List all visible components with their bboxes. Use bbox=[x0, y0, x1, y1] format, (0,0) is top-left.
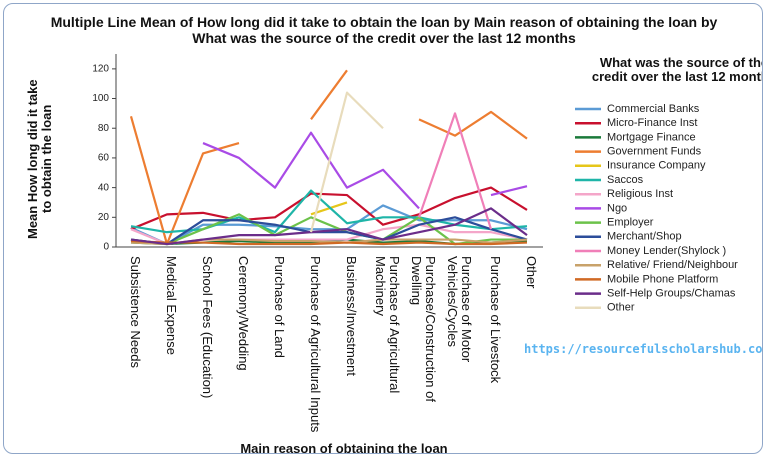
legend-label: Money Lender(Shylock ) bbox=[607, 245, 726, 257]
x-tick-label: Subsistence Needs bbox=[128, 256, 143, 369]
x-tick-label: Business/Investment bbox=[344, 256, 359, 376]
series-line bbox=[129, 69, 528, 246]
x-tick-label: Purchase of Agricultural Inputs bbox=[308, 256, 323, 433]
x-tick-label: Purchase of Livestock bbox=[488, 256, 503, 384]
chart-frame: 0 20 40 60 80 100 120 Commercial Banks Micro-Fin… bbox=[3, 3, 763, 454]
x-tick-label: Ceremony/Wedding bbox=[236, 256, 251, 371]
legend-label: Mortgage Finance bbox=[607, 131, 696, 143]
legend-label: Mobile Phone Platform bbox=[607, 273, 718, 285]
x-tick-label: Purchase of Land bbox=[272, 256, 287, 358]
watermark: https://resourcefulscholarshub.com bbox=[524, 342, 763, 356]
legend-label: Merchant/Shop bbox=[607, 231, 682, 243]
legend-label: Ngo bbox=[607, 202, 627, 214]
y-tick-label: 20 bbox=[98, 212, 110, 223]
x-tick-label: Purchase/Construction of Dwelling bbox=[409, 256, 438, 402]
y-tick-label: 100 bbox=[92, 93, 109, 104]
x-tick-label: Other bbox=[524, 256, 539, 289]
series-line bbox=[130, 186, 528, 231]
legend-label: Self-Help Groups/Chamas bbox=[607, 288, 736, 300]
y-axis-label: Mean How long did it take to obtain the … bbox=[25, 79, 54, 239]
legend-label: Other bbox=[607, 302, 635, 314]
legend-title: What was the source of the credit over t… bbox=[591, 55, 763, 84]
legend-label: Employer bbox=[607, 217, 654, 229]
chart: 0 20 40 60 80 100 120 Commercial Banks Micro-Fin… bbox=[92, 54, 738, 314]
y-tick-label: 0 bbox=[103, 242, 109, 253]
legend-label: Saccos bbox=[607, 174, 644, 186]
series-line bbox=[202, 131, 528, 210]
x-tick-label: Purchase of Motor Vehicles/Cycles bbox=[445, 256, 474, 363]
y-tick-label: 80 bbox=[98, 123, 110, 134]
chart-title: Multiple Line Mean of How long did it ta… bbox=[50, 14, 718, 46]
x-tick-label: School Fees (Education) bbox=[200, 256, 215, 399]
y-tick-label: 40 bbox=[98, 182, 110, 193]
series-line bbox=[130, 207, 528, 246]
series-line bbox=[417, 112, 493, 230]
legend-label: Relative/ Friend/Neighbour bbox=[607, 259, 738, 271]
x-tick-label: Medical Expense bbox=[164, 256, 179, 355]
y-tick-label: 60 bbox=[98, 153, 110, 164]
x-axis-label: Main reason of obtaining the loan bbox=[240, 441, 448, 454]
legend-label: Religious Inst bbox=[607, 188, 673, 200]
series-line bbox=[130, 216, 528, 246]
legend-label: Government Funds bbox=[607, 146, 702, 158]
legend-label: Insurance Company bbox=[607, 160, 706, 172]
series-line bbox=[130, 239, 528, 246]
x-tick-label: Purchase of Agricultural Machinery bbox=[373, 256, 402, 394]
series-line bbox=[130, 189, 528, 234]
series-line bbox=[309, 91, 384, 233]
y-tick-label: 120 bbox=[92, 63, 109, 74]
legend-label: Commercial Banks bbox=[607, 103, 700, 115]
legend-label: Micro-Finance Inst bbox=[607, 117, 697, 129]
